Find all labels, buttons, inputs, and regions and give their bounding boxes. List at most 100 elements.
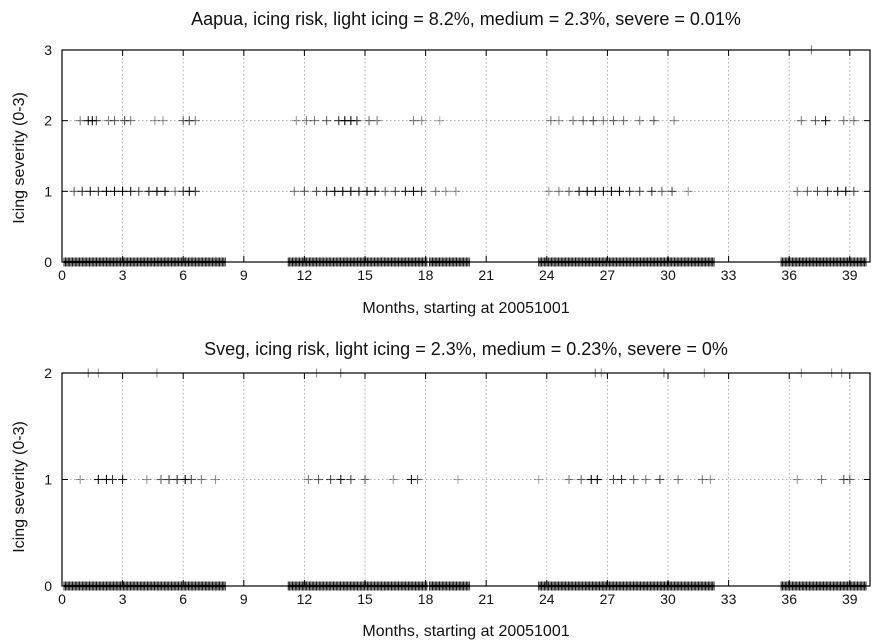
sveg-data-point	[576, 475, 586, 484]
aapua-y-axis-label: Icing severity (0-3)	[11, 92, 28, 224]
aapua-data-point	[812, 186, 822, 196]
aapua-data-point	[568, 116, 578, 126]
sveg-x-tick-label: 36	[781, 591, 797, 607]
sveg-data-point	[346, 475, 356, 484]
sveg-y-tick-label: 0	[44, 578, 52, 594]
sveg-data-point	[413, 475, 423, 484]
aapua-data-point	[582, 186, 592, 196]
aapua-data-point	[134, 186, 144, 196]
aapua-data-point	[354, 186, 364, 196]
aapua-data-point	[372, 116, 382, 126]
sveg-data-point	[534, 475, 544, 484]
aapua-data-point	[657, 186, 667, 196]
aapua-data-point	[408, 116, 418, 126]
sveg-data-point	[845, 475, 855, 484]
aapua-x-tick-label: 12	[297, 267, 313, 283]
aapua-x-tick-label: 27	[600, 267, 616, 283]
aapua-data-point	[574, 186, 584, 196]
sveg-data-point	[118, 475, 128, 484]
aapua-data-point	[330, 186, 340, 196]
aapua-data-point	[417, 186, 427, 196]
sveg-x-tick-label: 3	[119, 591, 127, 607]
aapua-data-point	[126, 186, 136, 196]
sveg-data-point	[705, 475, 715, 484]
aapua-data-point	[667, 186, 677, 196]
aapua-data-point	[802, 186, 812, 196]
aapua-data-point	[301, 116, 311, 126]
aapua-data-point	[158, 116, 168, 126]
aapua-data-point	[322, 186, 332, 196]
aapua-data-point	[126, 116, 136, 126]
aapua-plot-frame	[61, 49, 871, 263]
aapua-data-point	[635, 186, 645, 196]
sveg-data-point	[608, 475, 618, 484]
aapua-data-point	[833, 186, 843, 196]
sveg-data-point	[164, 475, 174, 484]
aapua-data-point	[310, 116, 319, 126]
sveg-x-tick-label: 15	[357, 591, 373, 607]
aapua-data-point	[322, 116, 332, 126]
aapua-chart: Aapua, icing risk, light icing = 8.2%, m…	[11, 9, 871, 317]
aapua-data-point	[152, 186, 162, 196]
sveg-grid	[62, 373, 870, 586]
sveg-data-point	[211, 475, 221, 484]
aapua-y-tick-label: 3	[44, 42, 52, 58]
sveg-x-tick-label: 0	[58, 591, 66, 607]
sveg-data-point	[792, 475, 802, 484]
sveg-x-tick-label: 33	[721, 591, 737, 607]
aapua-data-point	[69, 186, 79, 196]
aapua-data-point	[619, 116, 629, 126]
aapua-data-point	[93, 186, 103, 196]
sveg-points	[75, 368, 855, 484]
sveg-data-point	[388, 475, 398, 484]
aapua-grid	[62, 50, 870, 262]
aapua-y-tick-label: 0	[44, 254, 52, 270]
aapua-x-tick-label: 36	[781, 267, 797, 283]
sveg-x-tick-label: 12	[297, 591, 313, 607]
aapua-data-point	[649, 116, 659, 126]
aapua-data-point	[110, 186, 120, 196]
sveg-chart-title: Sveg, icing risk, light icing = 2.3%, me…	[204, 339, 728, 359]
sveg-data-point	[697, 475, 707, 484]
aapua-data-point	[810, 116, 820, 126]
aapua-data-point	[608, 116, 618, 126]
aapua-data-point	[435, 116, 445, 126]
aapua-x-tick-label: 0	[58, 267, 66, 283]
aapua-data-point	[625, 186, 635, 196]
aapua-data-point	[110, 116, 120, 126]
aapua-data-point	[647, 186, 657, 196]
aapua-x-tick-label: 33	[721, 267, 737, 283]
aapua-points	[69, 45, 859, 196]
sveg-x-tick-label: 9	[240, 591, 248, 607]
sveg-x-tick-label: 24	[539, 591, 555, 607]
aapua-data-point	[291, 116, 301, 126]
sveg-y-tick-label: 2	[44, 365, 52, 381]
aapua-data-point	[598, 186, 608, 196]
aapua-data-point	[338, 186, 348, 196]
sveg-data-point	[655, 475, 665, 484]
sveg-x-axis-label: Months, starting at 20051001	[362, 623, 569, 640]
sveg-data-point	[172, 475, 182, 484]
sveg-data-point	[453, 475, 463, 484]
aapua-data-point	[160, 186, 170, 196]
aapua-data-point	[554, 116, 564, 126]
sveg-data-point	[336, 475, 346, 484]
aapua-data-point	[417, 116, 427, 126]
aapua-data-point	[615, 186, 625, 196]
aapua-x-tick-label: 6	[179, 267, 187, 283]
aapua-data-point	[362, 186, 372, 196]
aapua-data-point	[299, 186, 309, 196]
sveg-x-tick-label: 18	[418, 591, 434, 607]
aapua-data-point	[190, 186, 200, 196]
aapua-data-point	[346, 186, 356, 196]
aapua-data-point	[170, 186, 180, 196]
sveg-plot-frame	[61, 372, 871, 587]
sveg-data-point	[75, 475, 85, 484]
aapua-data-point	[150, 116, 160, 126]
aapua-data-point	[683, 186, 693, 196]
aapua-data-point	[796, 116, 806, 126]
aapua-data-point	[578, 116, 588, 126]
sveg-data-point	[196, 475, 206, 484]
sveg-data-point	[303, 475, 313, 484]
aapua-data-point	[598, 116, 608, 126]
